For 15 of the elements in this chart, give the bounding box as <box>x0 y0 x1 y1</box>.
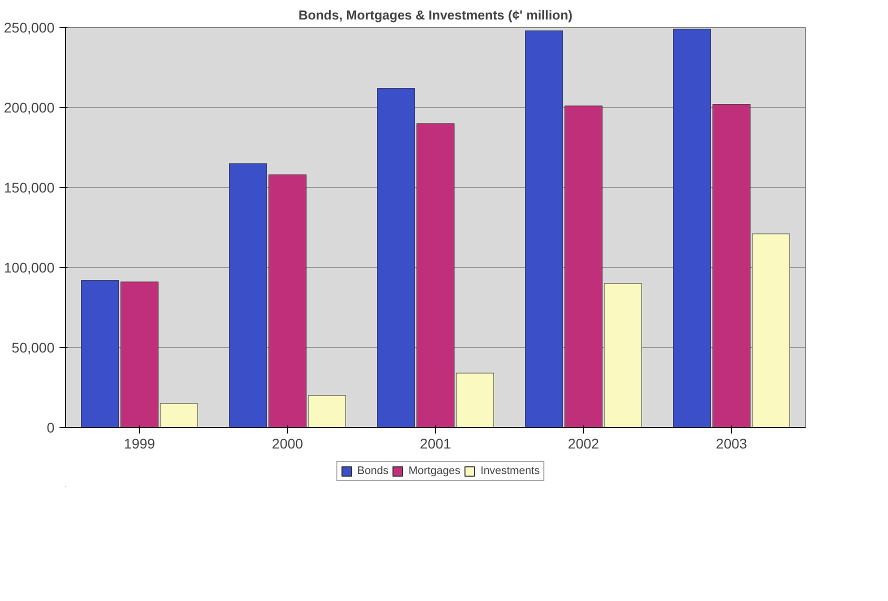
x-tick-label: 2000 <box>272 436 304 452</box>
x-tick-label: 1999 <box>124 436 156 452</box>
legend-label: Mortgages <box>408 465 460 477</box>
y-tick-label: 100,000 <box>4 260 55 276</box>
x-tick-label: 2002 <box>568 436 600 452</box>
legend-label: Bonds <box>357 465 388 477</box>
y-tick-label: 250,000 <box>4 20 55 36</box>
y-tick-label: 150,000 <box>4 180 55 196</box>
chart-title: Bonds, Mortgages & Investments (¢' million) <box>298 8 572 22</box>
y-tick-label: 0 <box>46 420 55 436</box>
legend-label: Investments <box>480 465 540 477</box>
x-tick-label: 2003 <box>716 436 748 452</box>
y-tick-label: 50,000 <box>12 340 55 356</box>
x-tick-label: 2001 <box>420 436 452 452</box>
y-tick-label: 200,000 <box>4 100 55 116</box>
